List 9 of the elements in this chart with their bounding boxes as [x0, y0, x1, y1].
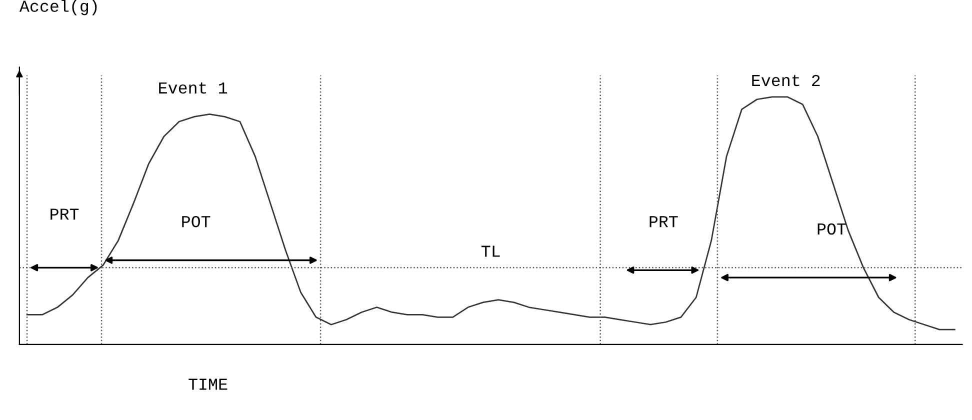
y-axis-title: Accel(g) — [19, 0, 97, 16]
annotation: PRT — [650, 216, 678, 228]
text: Event 1 — [159, 82, 227, 94]
annotation: POT — [182, 216, 210, 228]
annotation: TL — [481, 246, 500, 257]
annotation: PRT — [50, 208, 79, 220]
x-axis-title: TIME — [188, 378, 228, 390]
annotation: POT — [818, 223, 846, 235]
text: Event 2 — [752, 74, 820, 86]
